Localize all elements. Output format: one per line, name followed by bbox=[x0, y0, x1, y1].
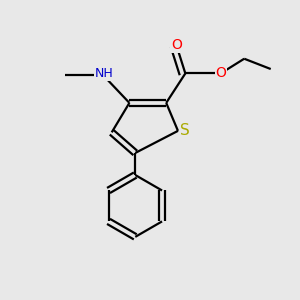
Text: NH: NH bbox=[95, 67, 114, 80]
Text: S: S bbox=[180, 123, 189, 138]
Text: O: O bbox=[171, 38, 182, 52]
Text: O: O bbox=[215, 66, 226, 80]
